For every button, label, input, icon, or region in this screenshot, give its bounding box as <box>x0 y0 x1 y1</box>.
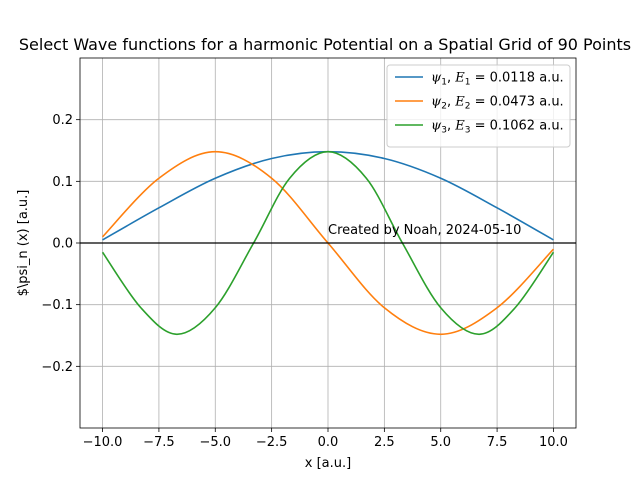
legend: ψ1, E1 = 0.0118 a.u. ψ2, E2 = 0.0473 a.u.… <box>386 64 571 148</box>
legend-frame <box>386 64 571 148</box>
x-tick-label: 0.0 <box>318 435 339 450</box>
y-axis-label: $\psi_n (x) [a.u.] <box>16 190 31 297</box>
y-tick-label: −0.2 <box>41 360 73 375</box>
x-tick-label: −10.0 <box>83 435 123 450</box>
x-tick-label: −7.5 <box>143 435 175 450</box>
x-tick-label: 2.5 <box>374 435 395 450</box>
x-tick-label: 10.0 <box>539 435 568 450</box>
y-tick-label: 0.1 <box>52 175 73 190</box>
y-tick-label: 0.0 <box>52 237 73 252</box>
x-tick-label: 5.0 <box>430 435 451 450</box>
chart-title: Select Wave functions for a harmonic Pot… <box>19 35 631 54</box>
legend-entry: ψ1, E1 = 0.0118 a.u. <box>431 71 564 88</box>
x-tick-label: 7.5 <box>487 435 508 450</box>
series-line-psi3 <box>101 150 555 336</box>
x-tick-label: −5.0 <box>199 435 231 450</box>
x-tick-label: −2.5 <box>256 435 288 450</box>
y-axis-ticks: −0.2 −0.1 0.0 0.1 0.2 <box>41 113 80 375</box>
y-tick-label: 0.2 <box>52 113 73 128</box>
legend-entry: ψ3, E3 = 0.1062 a.u. <box>431 119 564 136</box>
legend-entry: ψ2, E2 = 0.0473 a.u. <box>431 95 564 112</box>
x-axis-ticks: −10.0 −7.5 −5.0 −2.5 0.0 2.5 5.0 7.5 10.0 <box>83 428 568 450</box>
x-axis-label: x [a.u.] <box>305 456 351 471</box>
y-tick-label: −0.1 <box>41 298 73 313</box>
chart-annotation: Created by Noah, 2024-05-10 <box>328 223 521 238</box>
